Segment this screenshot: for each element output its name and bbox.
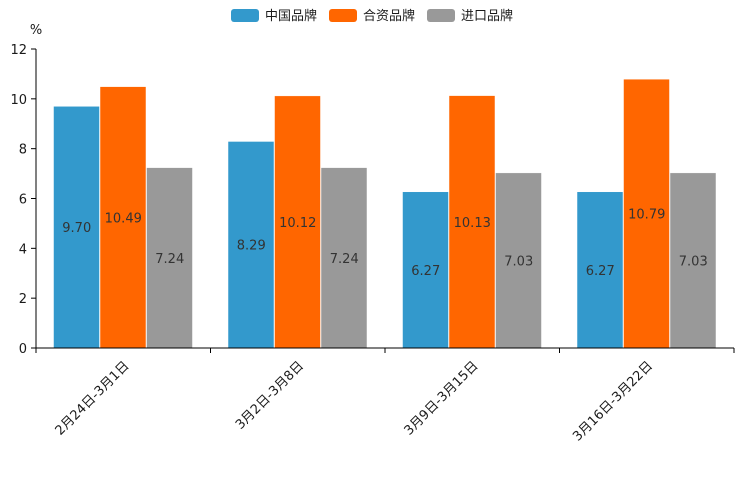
x-tick-label: 3月9日-3月15日 — [402, 359, 482, 439]
bar — [402, 191, 449, 349]
data-label: 6.27 — [586, 264, 615, 279]
legend-swatch — [427, 9, 455, 22]
legend-label: 合资品牌 — [363, 8, 415, 24]
data-label: 7.03 — [504, 254, 533, 269]
bar — [448, 95, 496, 349]
legend-swatch — [231, 9, 259, 22]
data-label: 7.03 — [679, 254, 708, 269]
x-tick-label: 2月24日-3月1日 — [53, 359, 133, 439]
legend-label: 进口品牌 — [461, 8, 513, 24]
data-label: 6.27 — [411, 264, 440, 279]
bar — [669, 172, 717, 349]
bar — [274, 95, 321, 349]
data-label: 10.49 — [105, 211, 142, 226]
x-tick-label: 3月2日-3月8日 — [233, 359, 307, 433]
y-tick-label: 4 — [19, 242, 27, 257]
y-tick-label: 8 — [19, 143, 27, 158]
y-axis: 0 2 4 6 8 10 12 — [10, 43, 37, 357]
data-label: 7.24 — [155, 252, 184, 267]
legend-label: 中国品牌 — [265, 8, 317, 24]
y-tick-label: 6 — [19, 193, 27, 208]
bar — [99, 86, 147, 349]
legend-swatch — [329, 9, 357, 22]
bar — [623, 78, 670, 349]
bar — [227, 141, 275, 349]
bar — [495, 172, 542, 349]
data-label: 10.13 — [454, 216, 491, 231]
y-axis-unit-label: % — [30, 23, 42, 38]
legend-item: 进口品牌 — [427, 8, 513, 24]
y-tick-label: 0 — [19, 342, 27, 357]
legend-item: 合资品牌 — [329, 8, 415, 24]
data-label: 8.29 — [237, 239, 266, 254]
data-label: 9.70 — [62, 221, 91, 236]
data-label: 7.24 — [330, 252, 359, 267]
legend: 中国品牌 合资品牌 进口品牌 — [231, 8, 513, 24]
bar — [576, 191, 624, 349]
data-label: 10.12 — [279, 216, 316, 231]
y-tick-label: 2 — [19, 292, 27, 307]
bar — [53, 106, 100, 349]
bars: 9.70 8.29 6.27 6.27 10.49 10.12 10.13 10.79 7.24… — [53, 78, 717, 349]
y-tick-label: 10 — [10, 93, 27, 108]
legend-item: 中国品牌 — [231, 8, 317, 24]
data-label: 10.79 — [628, 208, 665, 223]
x-tick-label: 3月16日-3月22日 — [570, 359, 656, 445]
x-axis: 2月24日-3月1日 3月2日-3月8日 3月9日-3月15日 3月16日-3月22日 — [35, 347, 735, 445]
y-tick-label: 12 — [10, 43, 27, 58]
bar — [320, 167, 368, 349]
